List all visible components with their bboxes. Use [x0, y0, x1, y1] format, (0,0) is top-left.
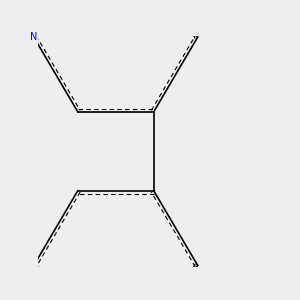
- Text: N: N: [30, 32, 38, 42]
